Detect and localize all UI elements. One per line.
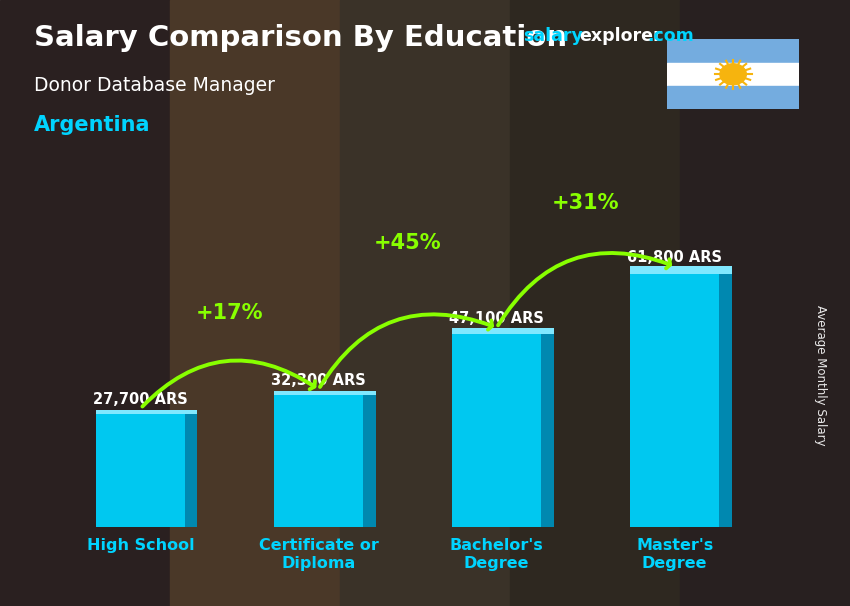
Bar [185,412,197,527]
Text: Argentina: Argentina [34,115,150,135]
Text: 27,700 ARS: 27,700 ARS [94,392,188,407]
Bar [667,85,799,109]
Text: +45%: +45% [374,233,441,253]
Bar [719,270,732,527]
Text: 47,100 ARS: 47,100 ARS [449,311,544,326]
Bar [96,412,185,527]
Text: salary: salary [523,27,582,45]
FancyBboxPatch shape [452,328,553,334]
Bar [363,393,376,527]
Text: .com: .com [648,27,694,45]
Text: 61,800 ARS: 61,800 ARS [627,250,722,265]
Bar [510,0,680,606]
Text: Average Monthly Salary: Average Monthly Salary [813,305,827,446]
FancyBboxPatch shape [274,391,376,395]
Text: +31%: +31% [552,193,620,213]
FancyBboxPatch shape [630,266,732,273]
Bar [630,270,719,527]
Bar [667,63,799,85]
Circle shape [720,64,746,85]
Text: +17%: +17% [196,304,264,324]
Bar [340,0,510,606]
Bar [274,393,363,527]
FancyBboxPatch shape [96,410,197,413]
Bar [0,0,170,606]
Bar [452,331,541,527]
Text: 32,300 ARS: 32,300 ARS [271,373,366,388]
Bar [170,0,340,606]
Bar [667,39,799,63]
Text: Salary Comparison By Education: Salary Comparison By Education [34,24,567,52]
Bar [541,331,553,527]
Text: Donor Database Manager: Donor Database Manager [34,76,275,95]
Bar [680,0,850,606]
Text: explorer: explorer [580,27,662,45]
